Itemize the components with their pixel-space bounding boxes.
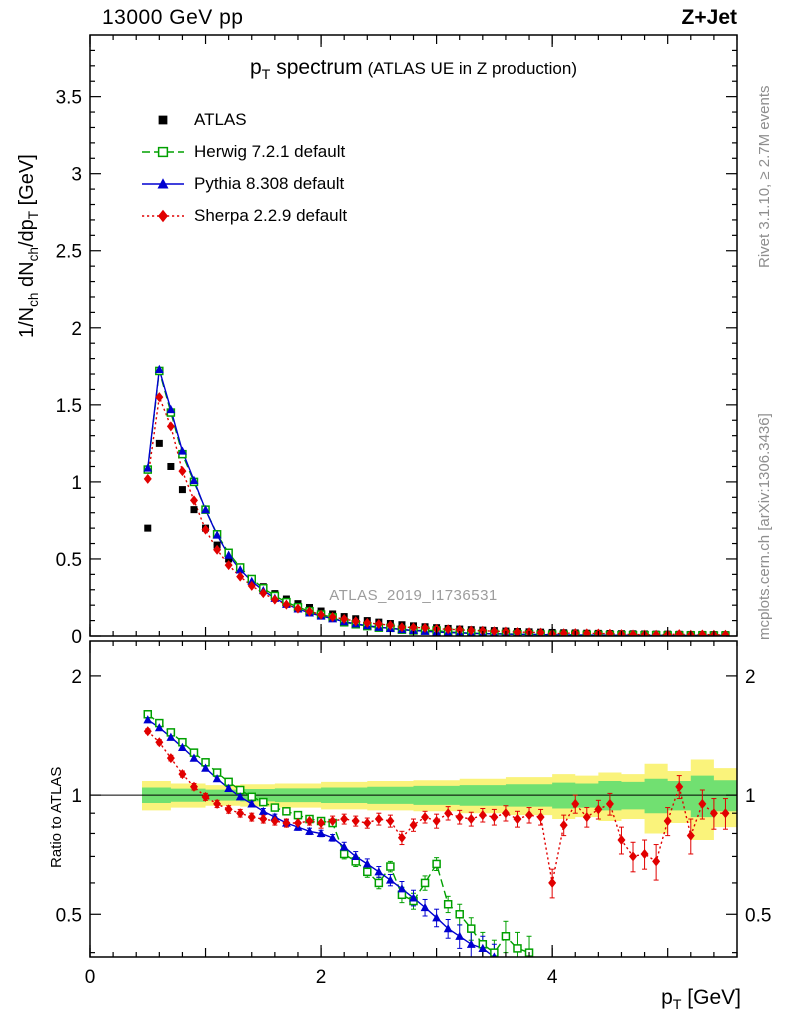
ratio-line-herwig bbox=[147, 713, 530, 954]
spectrum-markers-sherpa bbox=[143, 392, 730, 636]
title-pt-sub: T bbox=[261, 67, 271, 84]
legend: ATLAS Herwig 7.2.1 default Pythia 8.308 … bbox=[140, 104, 347, 232]
svg-text:2: 2 bbox=[745, 667, 756, 688]
legend-label-pythia: Pythia 8.308 default bbox=[194, 174, 345, 193]
spectrum-frame bbox=[89, 34, 738, 637]
plot-title: pT spectrum (ATLAS UE in Z production) bbox=[90, 56, 737, 83]
top-y-axis-label: 1/Nch dNch/dpT [GeV] bbox=[16, 154, 41, 338]
legend-marker-herwig-icon bbox=[142, 146, 184, 158]
svg-text:1: 1 bbox=[71, 786, 82, 807]
legend-item-sherpa: Sherpa 2.2.9 default bbox=[140, 200, 347, 232]
legend-item-pythia: Pythia 8.308 default bbox=[140, 168, 347, 200]
svg-text:1: 1 bbox=[71, 473, 82, 494]
legend-swatch-herwig bbox=[140, 142, 186, 162]
ratio-line-pythia bbox=[147, 719, 495, 957]
legend-label-atlas: ATLAS bbox=[194, 110, 247, 129]
spectrum-markers-atlas bbox=[144, 439, 729, 636]
band-green bbox=[141, 775, 737, 818]
svg-text:0.5: 0.5 bbox=[56, 905, 82, 926]
ratio-frame bbox=[89, 640, 738, 958]
svg-text:2: 2 bbox=[71, 319, 82, 340]
svg-text:0.5: 0.5 bbox=[56, 550, 82, 571]
legend-marker-atlas-icon bbox=[158, 115, 168, 125]
svg-text:1.5: 1.5 bbox=[56, 396, 82, 417]
svg-text:2.5: 2.5 bbox=[56, 242, 82, 263]
legend-item-herwig: Herwig 7.2.1 default bbox=[140, 136, 347, 168]
ratio-y-axis-label: Ratio to ATLAS bbox=[48, 766, 65, 868]
legend-swatch-sherpa bbox=[140, 206, 186, 226]
beam-energy-label: 13000 GeV pp bbox=[102, 6, 244, 29]
legend-marker-pythia-icon bbox=[142, 178, 184, 189]
spectrum-series bbox=[143, 364, 730, 636]
svg-text:0: 0 bbox=[71, 627, 82, 648]
mcplots-credit-label: mcplots.cern.ch [arXiv:1306.3436] bbox=[756, 413, 773, 640]
ratio-markers-sherpa bbox=[143, 726, 730, 888]
svg-text:3: 3 bbox=[71, 165, 82, 186]
svg-text:3.5: 3.5 bbox=[56, 88, 82, 109]
legend-label-sherpa: Sherpa 2.2.9 default bbox=[194, 206, 348, 225]
svg-text:2: 2 bbox=[71, 667, 82, 688]
legend-swatch-pythia bbox=[140, 174, 186, 194]
title-paren: (ATLAS UE in Z production) bbox=[367, 59, 578, 78]
x-axis-label: pT [GeV] bbox=[661, 986, 741, 1014]
ratio-markers-herwig bbox=[143, 710, 534, 957]
legend-label-herwig: Herwig 7.2.1 default bbox=[194, 142, 346, 161]
title-pt: p bbox=[249, 56, 262, 79]
ratio-line-sherpa bbox=[147, 730, 726, 884]
ratio-uncertainty-bands bbox=[141, 759, 737, 841]
legend-swatch-atlas bbox=[140, 110, 186, 130]
rivet-version-label: Rivet 3.1.10, ≥ 2.7M events bbox=[756, 85, 773, 269]
svg-text:0.5: 0.5 bbox=[745, 905, 771, 926]
svg-text:0: 0 bbox=[85, 967, 96, 988]
title-text: spectrum bbox=[270, 56, 363, 79]
process-label: Z+Jet bbox=[681, 6, 737, 29]
tick-labels: 0 0.5 1 1.5 2 2.5 3 3.5 0.5 0.5 1 1 2 2 0 2 4 bbox=[56, 88, 772, 988]
ratio-series bbox=[143, 710, 730, 957]
svg-text:4: 4 bbox=[547, 967, 558, 988]
svg-text:2: 2 bbox=[316, 967, 327, 988]
watermark-analysis-id: ATLAS_2019_I1736531 bbox=[329, 587, 498, 604]
svg-text:1: 1 bbox=[745, 786, 756, 807]
legend-marker-sherpa-icon bbox=[142, 209, 184, 223]
legend-item-atlas: ATLAS bbox=[140, 104, 347, 136]
